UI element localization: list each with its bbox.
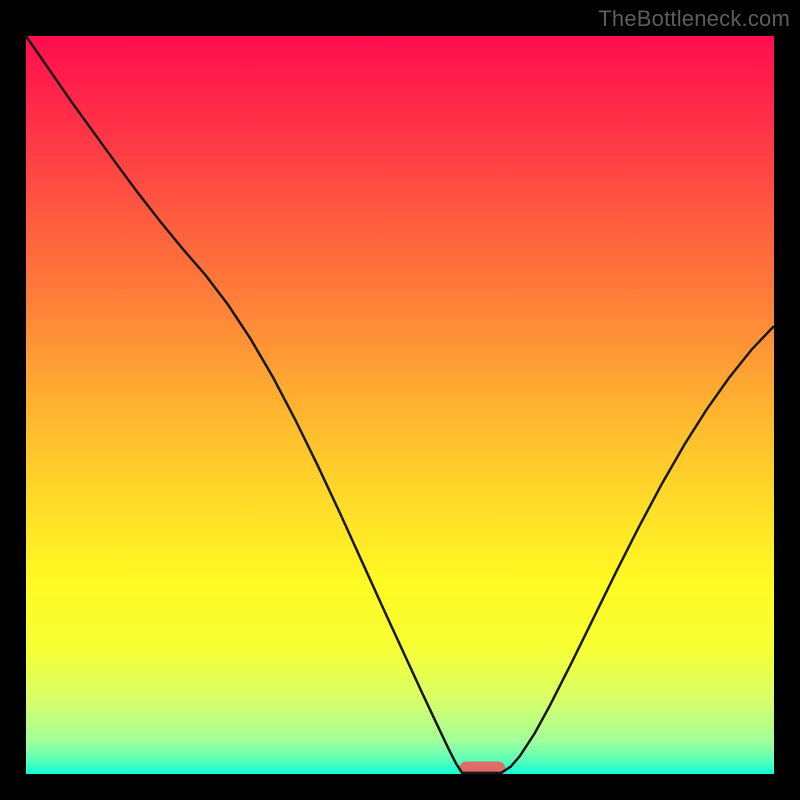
chart-frame: TheBottleneck.com <box>0 0 800 800</box>
plot-area <box>26 36 774 774</box>
watermark-text: TheBottleneck.com <box>598 6 790 32</box>
plot-background <box>26 36 774 774</box>
plot-svg <box>26 36 774 774</box>
